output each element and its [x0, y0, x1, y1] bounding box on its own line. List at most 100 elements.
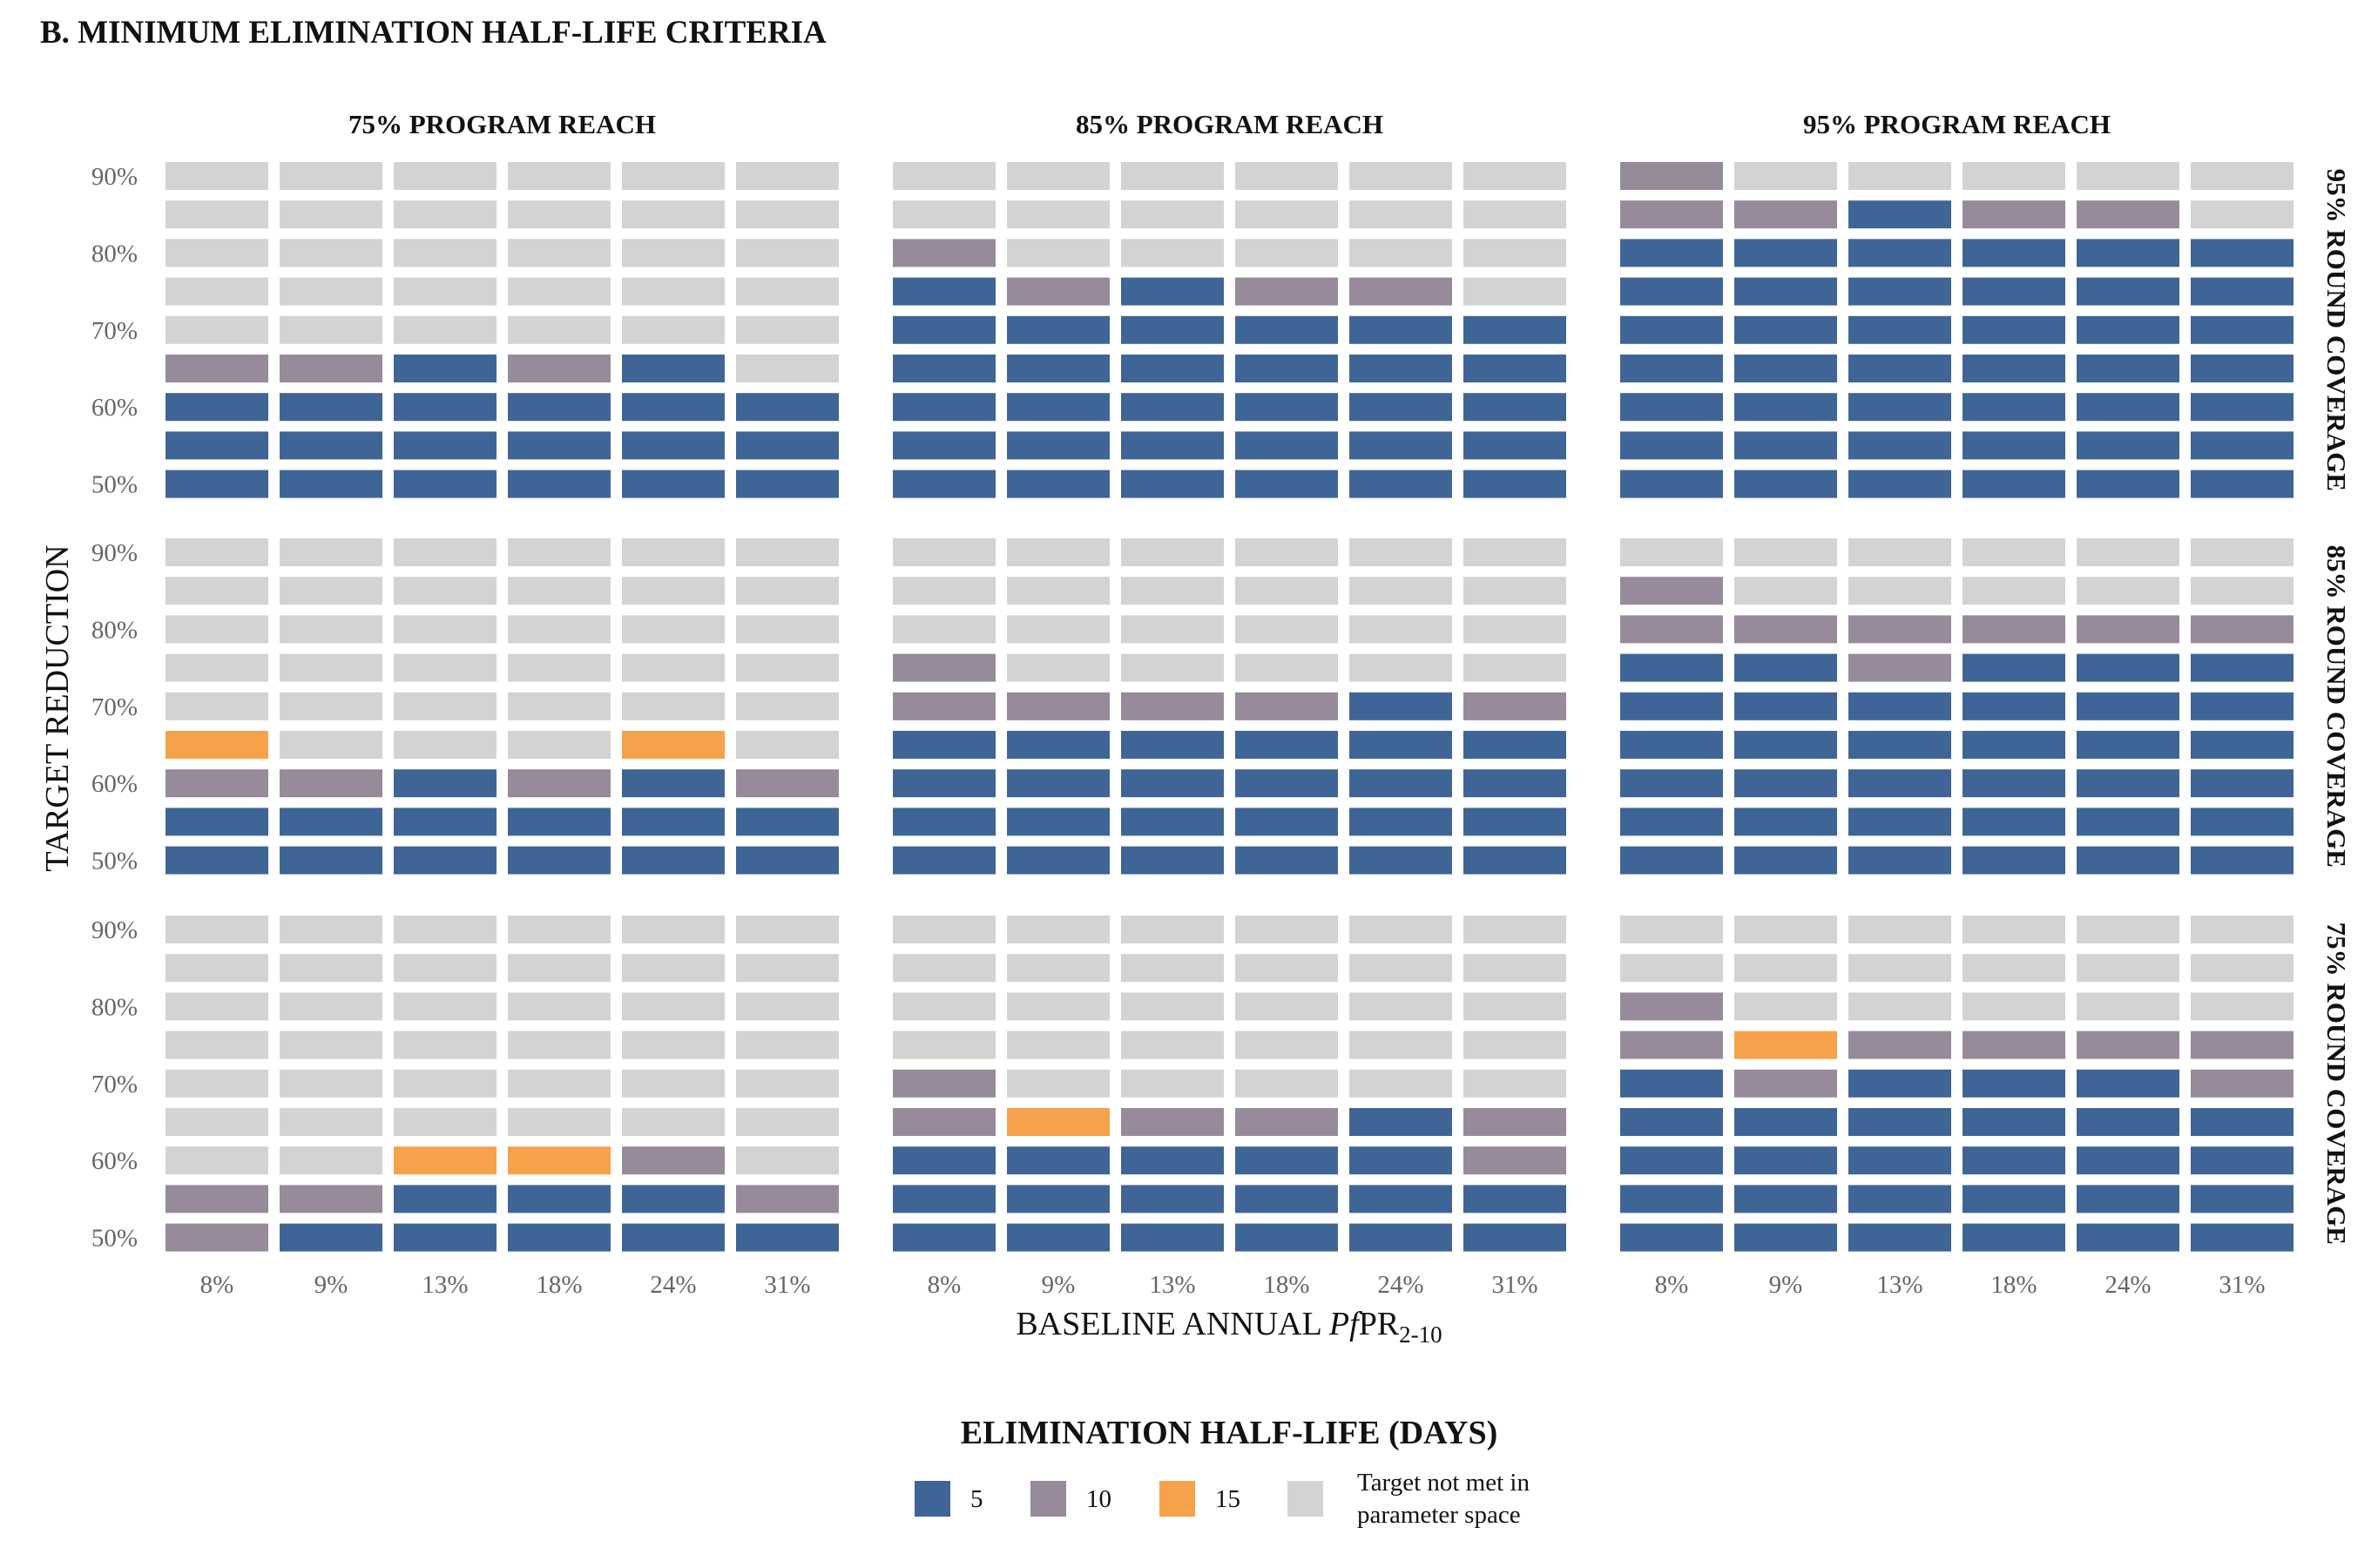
heatmap-cell-y85pct-x24pct: [622, 954, 725, 983]
heatmap-cell-y90pct-x31pct: [1463, 538, 1566, 566]
panel-85pct-round-coverage-95pct-program-reach: [1620, 538, 2294, 875]
heatmap-cell-y55pct-x31pct: [1463, 431, 1566, 460]
heatmap-cell-y70pct-x13pct: [1848, 692, 1951, 720]
heatmap-cell-y90pct-x9pct: [280, 162, 382, 190]
legend-item-15: 15: [1159, 1481, 1240, 1517]
heatmap-cell-y90pct-x24pct: [2077, 162, 2179, 190]
facet-row-label: 85% ROUND COVERAGE: [2321, 545, 2352, 868]
x-axis-label: BASELINE ANNUAL PfPR2-10: [1016, 1306, 1442, 1348]
heatmap-cell-y85pct-x13pct: [394, 200, 497, 229]
heatmap-cell-y85pct-x9pct: [280, 200, 382, 229]
heatmap-cell-y60pct-x24pct: [622, 769, 725, 798]
heatmap-cell-y70pct-x24pct: [2077, 1069, 2179, 1098]
heatmap-cell-y60pct-x24pct: [622, 393, 725, 422]
y-tick-labels: 50% 60% 70% 80% 90% 50% 60% 70% 80% 90% 50% 60% 70% 8…: [91, 163, 138, 1253]
heatmap-cell-y80pct-x13pct: [394, 992, 497, 1021]
heatmap-cell-y65pct-x31pct: [736, 731, 839, 759]
heatmap-cell-y55pct-x24pct: [622, 808, 725, 836]
heatmap-cell-y55pct-x13pct: [394, 808, 497, 836]
heatmap-cell-y75pct-x18pct: [1235, 277, 1338, 306]
x-tick-label: 24%: [2104, 1271, 2151, 1299]
heatmap-cell-y70pct-x18pct: [1235, 315, 1338, 344]
heatmap-cell-y50pct-x13pct: [1121, 846, 1224, 875]
heatmap-cell-y65pct-x13pct: [1121, 355, 1224, 382]
heatmap-cell-y55pct-x24pct: [622, 431, 725, 460]
heatmap-cell-y65pct-x31pct: [2191, 355, 2294, 382]
heatmap-cell-y80pct-x8pct: [1620, 239, 1723, 267]
heatmap-cell-y90pct-x9pct: [1007, 162, 1110, 190]
heatmap-cell-y65pct-x9pct: [280, 355, 382, 382]
heatmap-cell-y55pct-x18pct: [508, 1185, 611, 1213]
heatmap-cell-y55pct-x31pct: [736, 808, 839, 836]
heatmap-cell-y70pct-x9pct: [1007, 1069, 1110, 1098]
heatmap-cell-y75pct-x18pct: [1963, 277, 2065, 306]
facet-row-labels: 95% ROUND COVERAGE 85% ROUND COVERAGE 75% …: [2321, 169, 2352, 1245]
heatmap-cell-y75pct-x13pct: [394, 277, 497, 306]
heatmap-cell-y80pct-x9pct: [1734, 615, 1837, 644]
heatmap-cell-y60pct-x9pct: [280, 1146, 382, 1175]
heatmap-cell-y80pct-x18pct: [1235, 239, 1338, 267]
heatmap-cell-y55pct-x9pct: [1007, 808, 1110, 836]
legend-label-line1: Target not met in: [1357, 1469, 1530, 1497]
heatmap-cell-y70pct-x8pct: [893, 315, 996, 344]
heatmap-cell-y80pct-x24pct: [2077, 992, 2179, 1021]
heatmap-cell-y55pct-x31pct: [2191, 431, 2294, 460]
heatmap-cell-y65pct-x24pct: [2077, 1108, 2179, 1136]
heatmap-cell-y80pct-x31pct: [736, 615, 839, 644]
heatmap-cell-y85pct-x8pct: [166, 954, 268, 983]
heatmap-cell-y80pct-x24pct: [622, 992, 725, 1021]
heatmap-cell-y90pct-x8pct: [1620, 916, 1723, 943]
heatmap-cell-y60pct-x8pct: [1620, 1146, 1723, 1175]
heatmap-cell-y90pct-x24pct: [622, 538, 725, 566]
heatmap-cell-y65pct-x31pct: [2191, 731, 2294, 759]
heatmap-cell-y80pct-x24pct: [622, 615, 725, 644]
legend-title: ELIMINATION HALF-LIFE (DAYS): [961, 1415, 1498, 1451]
legend-label: 10: [1086, 1485, 1111, 1513]
heatmap-cell-y75pct-x18pct: [1235, 1031, 1338, 1059]
heatmap-cell-y90pct-x8pct: [1620, 538, 1723, 566]
heatmap-cell-y60pct-x24pct: [1349, 1146, 1452, 1175]
heatmap-cell-y80pct-x8pct: [1620, 615, 1723, 644]
heatmap-cell-y80pct-x18pct: [1963, 992, 2065, 1021]
heatmap-cell-y70pct-x24pct: [1349, 692, 1452, 720]
heatmap-cell-y50pct-x13pct: [1848, 1223, 1951, 1252]
legend-swatch: [1287, 1481, 1323, 1517]
heatmap-cell-y70pct-x13pct: [394, 692, 497, 720]
legend-label-line2: parameter space: [1357, 1501, 1521, 1529]
heatmap-cell-y70pct-x31pct: [1463, 315, 1566, 344]
y-tick-label: 60%: [91, 1147, 138, 1175]
heatmap-cell-y70pct-x13pct: [1121, 1069, 1224, 1098]
x-tick-label: 18%: [536, 1271, 582, 1299]
heatmap-cell-y80pct-x13pct: [1121, 992, 1224, 1021]
heatmap-cell-y75pct-x8pct: [1620, 653, 1723, 682]
heatmap-cell-y60pct-x8pct: [166, 1146, 268, 1175]
heatmap-cell-y85pct-x13pct: [1848, 577, 1951, 605]
heatmap-cell-y85pct-x18pct: [1235, 200, 1338, 229]
heatmap-cell-y60pct-x8pct: [166, 769, 268, 798]
heatmap-cell-y65pct-x8pct: [893, 731, 996, 759]
heatmap-cell-y55pct-x8pct: [166, 1185, 268, 1213]
heatmap-cell-y65pct-x24pct: [2077, 355, 2179, 382]
heatmap-cell-y65pct-x8pct: [893, 355, 996, 382]
x-tick-label: 9%: [1042, 1271, 1076, 1299]
heatmap-cell-y50pct-x13pct: [1848, 470, 1951, 498]
heatmap-cell-y85pct-x18pct: [1235, 954, 1338, 983]
heatmap-cell-y70pct-x8pct: [166, 692, 268, 720]
y-tick-label: 80%: [91, 240, 138, 267]
heatmap-cell-y75pct-x8pct: [166, 653, 268, 682]
heatmap-cell-y65pct-x18pct: [1235, 1108, 1338, 1136]
heatmap-cell-y90pct-x18pct: [1235, 162, 1338, 190]
heatmap-cell-y85pct-x31pct: [2191, 954, 2294, 983]
heatmap-cell-y70pct-x24pct: [2077, 315, 2179, 344]
heatmap-cell-y85pct-x18pct: [1963, 577, 2065, 605]
heatmap-cell-y70pct-x24pct: [1349, 315, 1452, 344]
heatmap-cell-y55pct-x8pct: [893, 808, 996, 836]
heatmap-cell-y60pct-x31pct: [1463, 1146, 1566, 1175]
heatmap-cell-y75pct-x24pct: [2077, 1031, 2179, 1059]
heatmap-cell-y80pct-x8pct: [893, 992, 996, 1021]
heatmap-cell-y50pct-x8pct: [893, 470, 996, 498]
y-tick-label: 70%: [91, 1071, 138, 1098]
x-tick-label: 31%: [2219, 1271, 2265, 1299]
heatmap-cell-y85pct-x9pct: [1734, 577, 1837, 605]
heatmap-cell-y75pct-x24pct: [1349, 1031, 1452, 1059]
